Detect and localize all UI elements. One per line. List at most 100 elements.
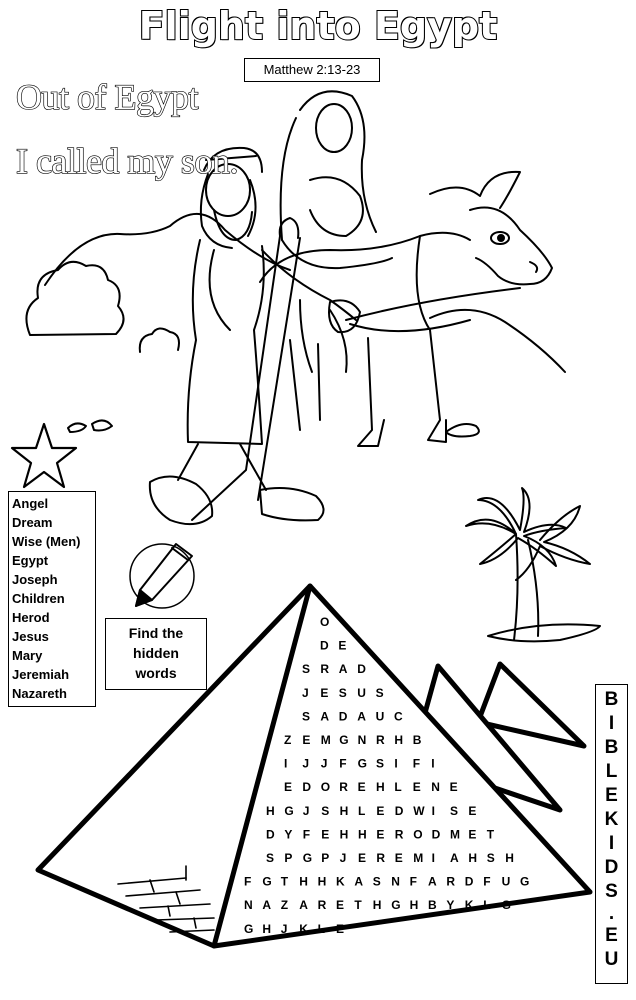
grid-letter: E bbox=[358, 851, 366, 865]
grid-letter: G bbox=[502, 898, 511, 912]
grid-letter: G bbox=[284, 804, 293, 818]
palm-trees-icon bbox=[465, 487, 601, 643]
grid-letter: G bbox=[262, 875, 271, 889]
verse-line-1: Out of Egypt bbox=[15, 76, 199, 117]
star-outline-icon bbox=[10, 422, 78, 489]
grid-letter: G bbox=[244, 922, 253, 936]
grid-letter: D bbox=[357, 662, 366, 676]
site-label: B I B L E K I D S . E U bbox=[595, 684, 628, 984]
grid-letter: E bbox=[336, 922, 344, 936]
find-line-2: hidden bbox=[133, 645, 179, 661]
word-list-item: Wise (Men) bbox=[12, 534, 81, 549]
grid-letter: S bbox=[266, 851, 274, 865]
grid-letter: S bbox=[373, 875, 381, 889]
word-list-item: Dream bbox=[12, 515, 53, 530]
grid-letter: A bbox=[339, 662, 348, 676]
find-line-1: Find the bbox=[128, 625, 184, 641]
grid-letter: T bbox=[487, 827, 495, 841]
grid-letter: O bbox=[321, 780, 330, 794]
grid-letter: E bbox=[320, 686, 328, 700]
grid-letter: S bbox=[339, 686, 347, 700]
pyramid-bricks bbox=[117, 865, 215, 933]
site-letter: . bbox=[608, 903, 615, 924]
pyramid-icon bbox=[35, 583, 593, 949]
grid-letter: R bbox=[395, 827, 404, 841]
grid-letter: G bbox=[520, 875, 529, 889]
grid-letter: H bbox=[340, 804, 349, 818]
grid-letter: R bbox=[376, 733, 385, 747]
grid-letter: F bbox=[483, 875, 490, 889]
grid-letter: Z bbox=[284, 733, 291, 747]
grid-letter: J bbox=[302, 686, 309, 700]
grid-letter: J bbox=[303, 804, 310, 818]
site-letter: I bbox=[608, 833, 615, 854]
grid-letter: S bbox=[376, 757, 384, 771]
grid-letter: S bbox=[321, 804, 329, 818]
grid-letter: A bbox=[357, 709, 366, 723]
word-list-item: Angel bbox=[12, 496, 49, 511]
site-letter: U bbox=[604, 949, 619, 970]
grid-letter: L bbox=[358, 804, 365, 818]
grid-letter: S bbox=[487, 851, 495, 865]
grid-letter: H bbox=[262, 922, 271, 936]
grid-letter: U bbox=[357, 686, 366, 700]
grid-letter: A bbox=[262, 898, 271, 912]
grid-letter: R bbox=[320, 662, 329, 676]
donkey-figure bbox=[259, 170, 553, 447]
find-line-3: words bbox=[135, 665, 177, 681]
grid-letter: Y bbox=[446, 898, 454, 912]
grid-letter: O bbox=[413, 827, 422, 841]
grid-letter: K bbox=[299, 922, 308, 936]
grid-letter: K bbox=[465, 898, 474, 912]
grid-letter: D bbox=[465, 875, 474, 889]
grid-letter: B bbox=[428, 898, 437, 912]
site-letter: K bbox=[604, 809, 619, 830]
grid-letter: Z bbox=[281, 898, 288, 912]
grid-letter: H bbox=[394, 733, 403, 747]
grid-letter: H bbox=[299, 875, 308, 889]
grid-letter: L bbox=[318, 922, 325, 936]
grid-letter: I bbox=[432, 804, 435, 818]
grid-letter: I bbox=[432, 851, 435, 865]
grid-letter: I bbox=[431, 757, 434, 771]
site-letter: B bbox=[604, 689, 619, 710]
grid-letter: B bbox=[413, 733, 422, 747]
word-search-grid: OD ES R A DJ E S U SS A D A U CZ E M G N R H BI J J F G S I F IE D O R E… bbox=[244, 615, 529, 936]
grid-letter: J bbox=[302, 757, 309, 771]
grid-letter: S bbox=[302, 662, 310, 676]
grid-letter: J bbox=[340, 851, 347, 865]
grid-letter: Y bbox=[284, 827, 292, 841]
grid-letter: M bbox=[450, 827, 460, 841]
word-list-item: Egypt bbox=[12, 553, 49, 568]
grid-letter: E bbox=[338, 639, 346, 653]
grid-letter: A bbox=[299, 898, 308, 912]
grid-letter: I bbox=[284, 757, 287, 771]
grid-letter: O bbox=[320, 615, 329, 629]
grid-letter: E bbox=[336, 898, 344, 912]
grid-letter: E bbox=[284, 780, 292, 794]
site-letter: E bbox=[605, 925, 618, 946]
pencil-icon bbox=[129, 543, 195, 609]
word-list: Angel Dream Wise (Men) Egypt Joseph Chil… bbox=[8, 491, 96, 707]
grid-letter: M bbox=[413, 851, 423, 865]
grid-letter: T bbox=[281, 875, 289, 889]
grid-letter: A bbox=[320, 709, 329, 723]
grid-letter: G bbox=[358, 757, 367, 771]
site-letter: S bbox=[605, 881, 618, 902]
grid-letter: G bbox=[391, 898, 400, 912]
grid-letter: P bbox=[321, 851, 329, 865]
grid-letter: E bbox=[376, 804, 384, 818]
grid-letter: S bbox=[450, 804, 458, 818]
grid-letter: H bbox=[376, 780, 385, 794]
grid-letter: T bbox=[354, 898, 362, 912]
word-list-item: Jesus bbox=[12, 629, 49, 644]
grid-letter: G bbox=[303, 851, 312, 865]
mary-figure bbox=[279, 90, 393, 373]
grid-letter: A bbox=[354, 875, 363, 889]
grid-letter: E bbox=[450, 780, 458, 794]
grid-letter: E bbox=[395, 851, 403, 865]
site-letter: I bbox=[608, 713, 615, 734]
grid-letter: E bbox=[302, 733, 310, 747]
grid-letter: F bbox=[244, 875, 251, 889]
grid-letter: S bbox=[302, 709, 310, 723]
